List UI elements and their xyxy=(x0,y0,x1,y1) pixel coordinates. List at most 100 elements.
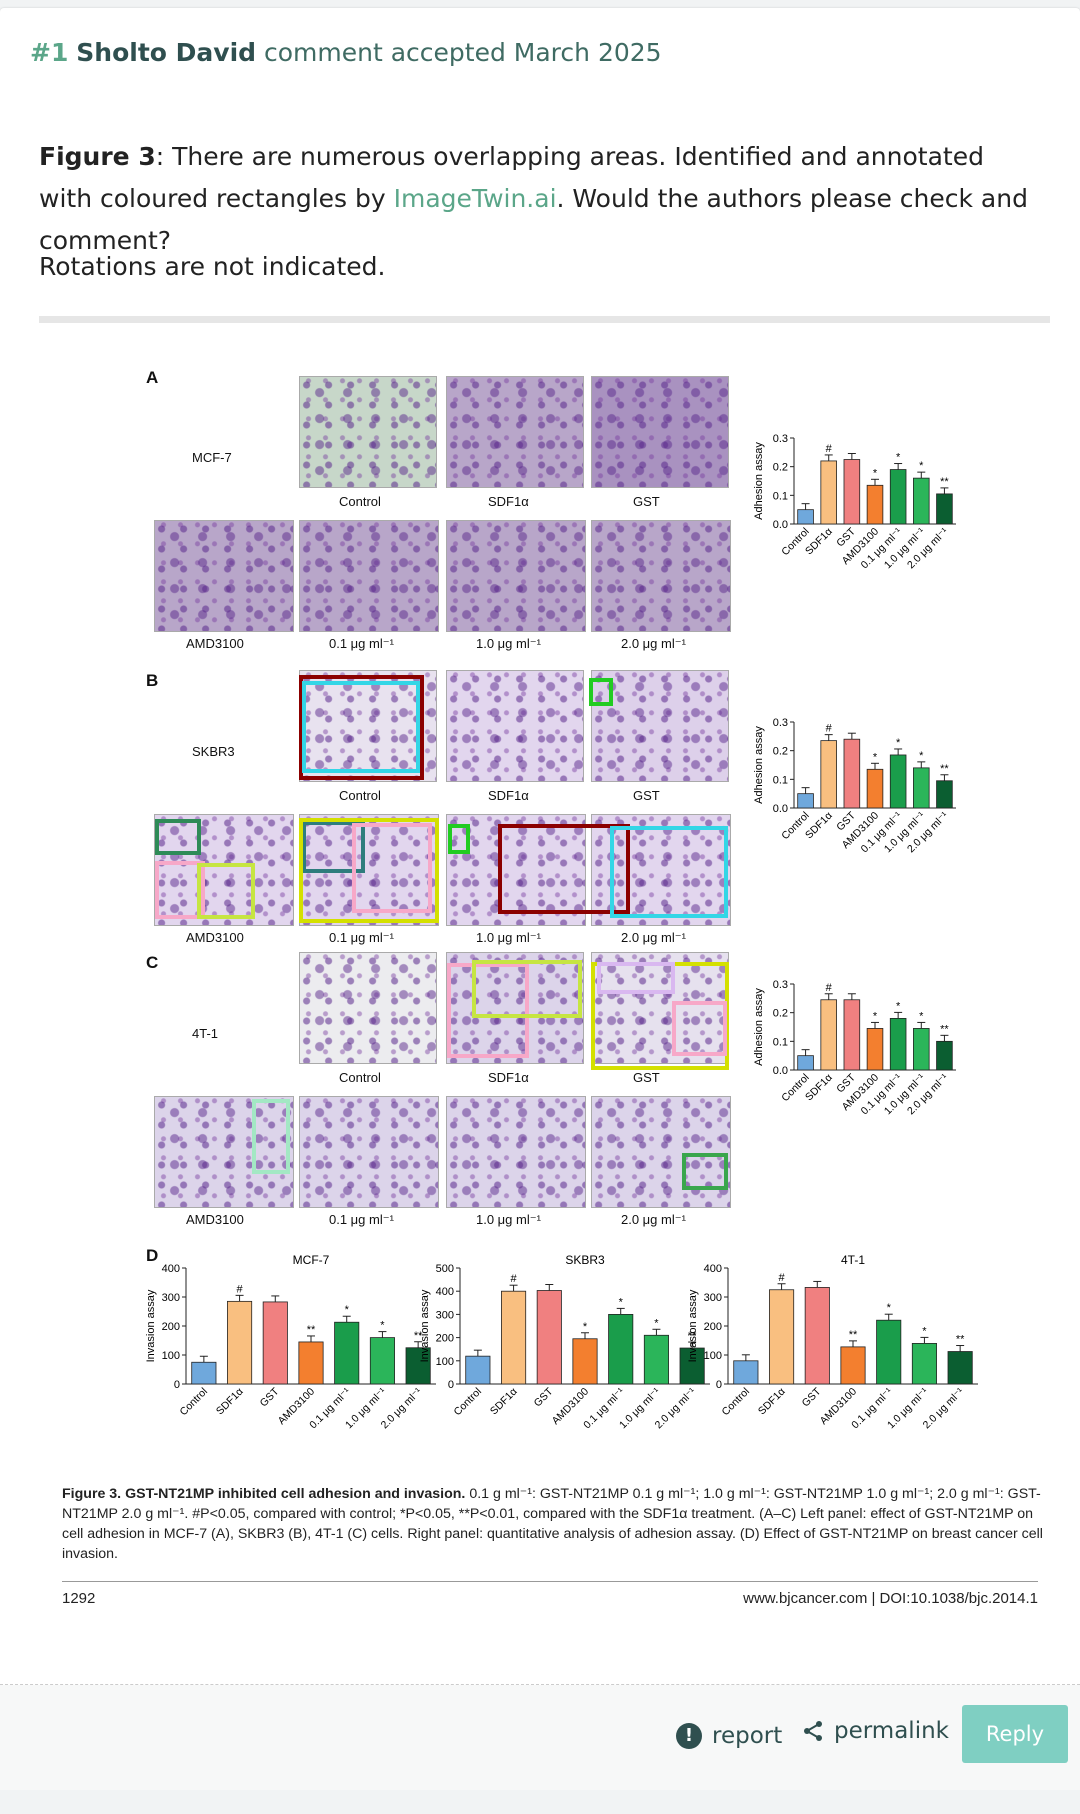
micrograph-label-A-bottom-0: AMD3100 xyxy=(186,636,244,651)
caption-rule xyxy=(62,1581,1038,1582)
bar xyxy=(913,1028,930,1071)
y-tick-label: 300 xyxy=(704,1292,722,1304)
bar xyxy=(913,477,930,525)
overlap-annotation-box xyxy=(597,962,675,994)
micrograph-C-bottom-3 xyxy=(591,1096,731,1208)
cell-line-label-B: SKBR3 xyxy=(192,744,235,759)
significance-mark: * xyxy=(345,1304,350,1316)
figure-ref: Figure 3 xyxy=(39,142,156,171)
bar xyxy=(643,1334,669,1385)
micrograph-C-top-2 xyxy=(591,952,729,1064)
panel-letter-C: C xyxy=(146,953,159,972)
bar xyxy=(889,1018,907,1071)
report-button[interactable]: ! report xyxy=(676,1723,782,1749)
caption-title: Figure 3. GST-NT21MP inhibited cell adhe… xyxy=(62,1486,466,1502)
comment-author[interactable]: Sholto David xyxy=(76,38,257,67)
significance-mark: ** xyxy=(940,763,949,775)
overlap-annotation-box xyxy=(472,960,582,1018)
significance-mark: # xyxy=(511,1273,518,1285)
permalink-button[interactable]: permalink xyxy=(802,1718,949,1744)
overlap-annotation-box xyxy=(589,678,613,706)
y-axis-label: Invasion assay xyxy=(419,1289,431,1362)
bar xyxy=(913,767,930,809)
x-tick-label: Control xyxy=(178,1386,210,1418)
y-tick-label: 100 xyxy=(704,1350,722,1362)
bar xyxy=(820,460,837,525)
bar xyxy=(889,469,907,525)
y-axis-label: Invasion assay xyxy=(145,1289,157,1362)
x-tick-label: GST xyxy=(258,1385,282,1409)
significance-mark: # xyxy=(826,443,833,455)
micrograph-label-C-top-0: Control xyxy=(339,1070,381,1085)
bar xyxy=(608,1314,634,1385)
overlap-annotation-box xyxy=(447,963,529,1058)
micrograph-A-bottom-3 xyxy=(591,520,731,632)
micrograph-label-B-bottom-0: AMD3100 xyxy=(186,930,244,945)
y-tick-label: 300 xyxy=(162,1292,180,1304)
significance-mark: * xyxy=(873,1010,878,1022)
significance-mark: ** xyxy=(956,1334,965,1346)
micrograph-A-bottom-0 xyxy=(154,520,294,632)
micrograph-A-top-1 xyxy=(446,376,584,488)
significance-mark: # xyxy=(826,982,833,994)
comment-number[interactable]: #1 xyxy=(30,38,69,67)
y-tick-label: 300 xyxy=(436,1309,454,1321)
x-tick-label: Control xyxy=(452,1386,484,1418)
chart-title: MCF-7 xyxy=(293,1253,330,1267)
overlap-annotation-box xyxy=(302,681,420,773)
chart-title: 4T-1 xyxy=(841,1253,865,1267)
overlap-annotation-box xyxy=(252,1099,290,1174)
y-tick-label: 0.2 xyxy=(773,746,788,758)
overlap-annotation-box xyxy=(352,823,432,913)
micrograph-label-A-bottom-1: 0.1 μg ml⁻¹ xyxy=(329,636,394,651)
bar xyxy=(840,1346,866,1385)
significance-mark: ** xyxy=(940,476,949,488)
bar-chart-3: MCF-7 0 100 200 300 400 Invasion assay Control #… xyxy=(145,1253,436,1431)
y-tick-label: 500 xyxy=(436,1263,454,1275)
bar xyxy=(866,1028,884,1071)
micrograph-A-top-2 xyxy=(591,376,729,488)
y-tick-label: 0.3 xyxy=(773,433,788,445)
y-axis-label: Invasion assay xyxy=(687,1289,699,1362)
figure-caption: Figure 3. GST-NT21MP inhibited cell adhe… xyxy=(62,1484,1047,1564)
overlap-annotation-box xyxy=(155,819,201,855)
micrograph-A-bottom-2 xyxy=(446,520,586,632)
x-tick-label: SDF1α xyxy=(756,1386,788,1418)
significance-mark: * xyxy=(919,750,924,762)
bar xyxy=(769,1289,795,1385)
bar xyxy=(191,1361,217,1385)
bar xyxy=(820,740,837,809)
bar xyxy=(369,1337,395,1385)
micrograph-C-bottom-2 xyxy=(446,1096,586,1208)
bar xyxy=(679,1347,705,1385)
bar xyxy=(572,1338,598,1385)
micrograph-C-top-1 xyxy=(446,952,584,1064)
y-axis-label: Adhesion assay xyxy=(753,726,765,804)
imagetwin-link[interactable]: ImageTwin.ai xyxy=(393,184,557,213)
overlap-annotation-box xyxy=(302,821,365,873)
share-icon xyxy=(804,1721,822,1741)
significance-mark: # xyxy=(237,1283,244,1295)
bar xyxy=(843,999,861,1071)
caption-body: 0.1 g ml⁻¹: GST-NT21MP 0.1 g ml⁻¹; 1.0 g… xyxy=(62,1486,1043,1562)
micrograph-B-bottom-2 xyxy=(446,814,586,926)
bar xyxy=(866,768,884,809)
reply-button[interactable]: Reply xyxy=(962,1705,1068,1763)
panel-letter-A: A xyxy=(146,368,159,387)
cell-line-label-A: MCF-7 xyxy=(192,450,232,465)
bar xyxy=(936,780,953,809)
overlap-annotation-box xyxy=(155,861,205,919)
y-tick-label: 0.0 xyxy=(773,519,788,531)
bar xyxy=(936,1040,953,1071)
bar xyxy=(501,1290,527,1385)
divider xyxy=(39,316,1050,323)
overlap-annotation-box xyxy=(299,818,439,923)
y-tick-label: 0.3 xyxy=(773,717,788,729)
bar xyxy=(911,1343,937,1385)
bar xyxy=(405,1347,431,1385)
micrograph-A-bottom-1 xyxy=(299,520,439,632)
bar xyxy=(733,1360,759,1385)
micrograph-label-A-top-0: Control xyxy=(339,494,381,509)
comment-header: #1 Sholto David comment accepted March 2… xyxy=(30,38,662,67)
